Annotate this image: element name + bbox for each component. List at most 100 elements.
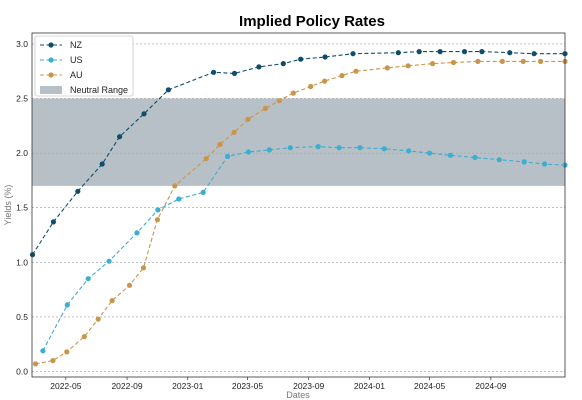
x-tick-labels: 2022-05 2022-09 2023-01 2023-05 2023-09 2024-… — [50, 377, 507, 391]
data-point-au — [276, 98, 282, 104]
data-point-au — [538, 58, 544, 64]
data-point-us — [245, 149, 252, 155]
x-axis-label: Dates — [286, 390, 310, 400]
legend-marker-nz — [48, 42, 54, 48]
data-point-au — [109, 298, 115, 304]
data-point-nz — [231, 70, 238, 76]
data-point-us — [287, 145, 293, 151]
x-tick-label: 2022-05 — [50, 381, 81, 391]
x-tick-label: 2022-09 — [111, 381, 142, 391]
data-point-au — [231, 129, 237, 135]
data-point-au — [520, 58, 526, 64]
data-point-nz — [75, 188, 81, 194]
data-point-us — [521, 159, 527, 165]
data-point-us — [406, 148, 412, 154]
series-layer — [29, 49, 568, 367]
data-point-au — [140, 265, 147, 271]
data-point-nz — [416, 49, 422, 55]
data-point-au — [290, 90, 296, 96]
legend: NZ US AU Neutral Range — [34, 35, 134, 97]
data-point-au — [95, 316, 101, 322]
x-tick-label: 2023-05 — [232, 381, 263, 391]
legend-items: NZ US AU Neutral Range — [40, 40, 128, 95]
data-point-us — [357, 145, 363, 151]
data-point-nz — [50, 219, 57, 225]
y-axis-label: Yields (%) — [3, 185, 13, 226]
data-point-au — [126, 282, 133, 288]
data-point-us — [40, 348, 46, 354]
legend-label-nz: NZ — [70, 40, 82, 50]
data-point-us — [64, 302, 70, 308]
y-tick-label: 3.0 — [16, 39, 28, 49]
data-point-us — [176, 196, 182, 202]
data-point-nz — [507, 50, 513, 56]
x-tick-label: 2024-09 — [475, 381, 506, 391]
data-point-us — [427, 150, 433, 156]
data-point-au — [308, 83, 314, 90]
y-tick-label: 1.0 — [16, 257, 28, 267]
data-point-au — [499, 58, 505, 64]
data-point-au — [64, 349, 70, 355]
data-point-us — [315, 144, 321, 150]
data-point-au — [384, 65, 390, 71]
series-line-au — [35, 60, 565, 365]
x-tick-label: 2023-09 — [293, 381, 324, 391]
y-tick-label: 0.5 — [16, 312, 28, 322]
x-tick-label: 2024-05 — [414, 381, 445, 391]
legend-box — [34, 35, 134, 97]
data-point-us — [472, 154, 478, 161]
data-point-au — [450, 59, 457, 66]
legend-marker-au — [48, 72, 54, 78]
chart-title: Implied Policy Rates — [239, 13, 385, 30]
legend-swatch-neutral-range — [40, 86, 62, 94]
data-point-au — [32, 361, 39, 367]
data-point-us — [496, 157, 502, 163]
neutral-range-layer — [32, 98, 565, 186]
data-point-us — [85, 276, 91, 282]
data-point-nz — [29, 252, 36, 258]
data-point-au — [430, 61, 436, 67]
data-point-nz — [298, 56, 304, 62]
data-point-au — [353, 68, 359, 74]
y-tick-label: 2.0 — [16, 148, 28, 158]
data-point-us — [447, 152, 454, 158]
data-point-nz — [479, 49, 485, 55]
data-point-us — [266, 147, 272, 153]
data-point-nz — [256, 64, 262, 70]
data-point-nz — [531, 51, 537, 57]
series-line-nz — [32, 51, 565, 255]
data-point-us — [381, 146, 387, 152]
data-point-nz — [395, 50, 401, 56]
series-line-us — [42, 146, 566, 352]
data-point-nz — [141, 111, 147, 117]
data-point-us — [225, 153, 231, 159]
data-point-au — [81, 334, 87, 340]
data-point-au — [154, 217, 160, 223]
data-point-au — [203, 156, 209, 162]
data-point-nz — [280, 61, 286, 67]
legend-label-neutral-range: Neutral Range — [70, 85, 128, 95]
data-point-nz — [350, 51, 356, 57]
data-point-nz — [117, 134, 123, 140]
data-point-nz — [461, 49, 468, 55]
y-tick-label: 1.5 — [16, 203, 28, 213]
data-point-au — [245, 116, 251, 122]
legend-label-us: US — [70, 55, 83, 65]
data-point-au — [217, 141, 223, 147]
data-point-au — [172, 183, 178, 189]
data-point-au — [405, 63, 411, 69]
data-point-us — [106, 258, 112, 264]
data-point-us — [336, 145, 342, 151]
data-point-us — [155, 207, 161, 213]
y-tick-label: 2.5 — [16, 94, 28, 104]
data-point-us — [200, 189, 206, 195]
data-point-us — [134, 230, 140, 236]
legend-marker-us — [48, 57, 54, 63]
data-point-au — [322, 78, 328, 84]
data-point-nz — [437, 49, 443, 55]
x-tick-label: 2023-01 — [172, 381, 203, 391]
y-tick-label: 0.0 — [16, 367, 28, 377]
data-point-us — [542, 161, 548, 167]
y-tick-labels: 0.0 0.5 1.0 1.5 2.0 2.5 3.0 — [16, 39, 28, 377]
